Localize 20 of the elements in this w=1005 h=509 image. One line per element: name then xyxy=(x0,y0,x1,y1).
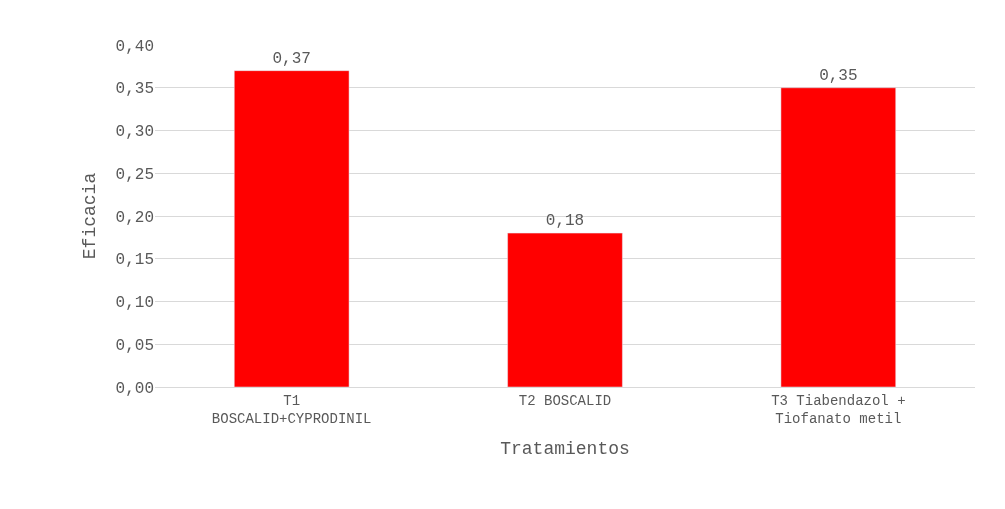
y-tick-label: 0,10 xyxy=(115,294,154,313)
x-axis-title: Tratamientos xyxy=(500,439,630,460)
y-tick-label: 0,25 xyxy=(115,165,154,184)
data-label: 0,35 xyxy=(819,66,858,85)
y-tick-label: 0,20 xyxy=(115,208,154,227)
bar xyxy=(780,87,896,387)
y-tick-label: 0,15 xyxy=(115,251,154,270)
y-tick-label: 0,05 xyxy=(115,336,154,355)
bar xyxy=(234,70,350,387)
y-tick-label: 0,30 xyxy=(115,123,154,142)
bar xyxy=(507,232,623,387)
y-tick-label: 0,00 xyxy=(115,379,154,398)
x-tick-label: T2 BOSCALID xyxy=(518,392,612,409)
y-tick-label: 0,35 xyxy=(115,80,154,99)
x-tick-label: T3 Tiabendazol + Tiofanato metil xyxy=(771,392,906,427)
y-tick-label: 0,40 xyxy=(115,37,154,56)
y-axis-title: Eficacia xyxy=(79,172,100,260)
data-label: 0,18 xyxy=(545,212,585,231)
x-tick-label: T1 BOSCALID+CYPRODINIL xyxy=(211,392,372,427)
data-label: 0,37 xyxy=(272,49,311,68)
